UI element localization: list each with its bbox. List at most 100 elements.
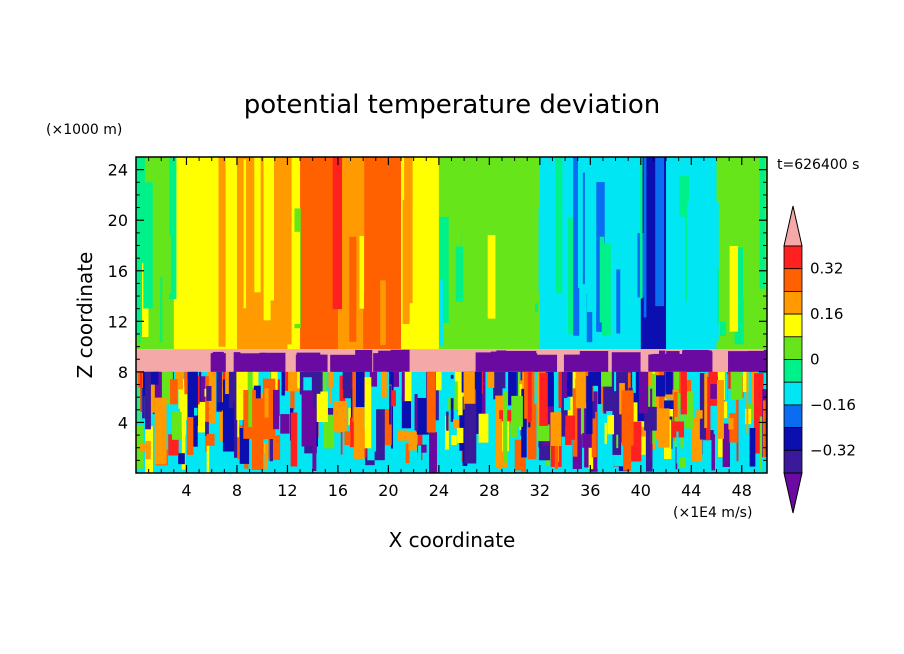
upper-streak	[587, 157, 597, 312]
x-tick-label: 24	[429, 481, 449, 500]
convective-cell	[457, 371, 463, 416]
convective-cell	[405, 443, 410, 464]
convective-cell	[290, 412, 298, 467]
convective-cell	[194, 407, 198, 416]
convective-cell	[273, 389, 280, 430]
convective-cell	[397, 430, 409, 441]
convective-cell	[710, 384, 719, 399]
upper-streak	[159, 276, 163, 343]
convective-cell	[373, 409, 385, 461]
convective-cell	[451, 435, 457, 446]
upper-streak	[424, 167, 434, 310]
convective-cell	[488, 408, 496, 456]
upper-streak	[156, 206, 161, 302]
x-tick-label: 44	[681, 481, 701, 500]
upper-streak	[143, 182, 153, 309]
convective-cell	[616, 371, 626, 392]
convective-cell	[597, 404, 603, 469]
convective-cell	[251, 398, 264, 470]
convective-cell	[753, 373, 764, 454]
convective-cell	[316, 391, 328, 422]
convective-cell	[304, 444, 317, 454]
convective-cell	[498, 418, 502, 470]
convective-cell	[416, 397, 429, 435]
upper-streak	[370, 250, 376, 329]
upper-streak	[169, 157, 177, 300]
convective-cell	[178, 453, 185, 465]
convective-cell	[742, 371, 749, 393]
convective-cell	[381, 371, 387, 399]
convective-cell	[645, 405, 653, 472]
upper-streak	[522, 243, 527, 334]
interface-layer	[136, 349, 767, 378]
convective-cell	[196, 401, 208, 433]
convective-cell	[446, 411, 449, 431]
convective-cell	[138, 443, 150, 452]
convective-cell	[607, 414, 615, 435]
colorbar-tick-label: −0.32	[810, 441, 856, 459]
convective-cell	[323, 414, 335, 449]
convective-cell	[280, 414, 290, 434]
x-tick-label: 16	[328, 481, 348, 500]
upper-streak	[527, 157, 534, 334]
convective-cell	[680, 371, 687, 415]
convective-cell	[264, 443, 268, 470]
convective-cell	[200, 376, 208, 406]
convective-cell	[352, 371, 356, 422]
convective-cell	[168, 434, 179, 456]
convective-cell	[542, 376, 554, 447]
interface-cell	[728, 351, 751, 374]
convective-cell	[671, 421, 685, 438]
convective-cell	[205, 376, 209, 453]
interface-cell	[261, 352, 286, 376]
convective-cell	[603, 371, 615, 411]
convective-cell	[314, 371, 321, 394]
convective-cell	[665, 371, 673, 395]
convective-cell	[356, 371, 365, 437]
convective-cell	[344, 431, 351, 446]
convective-cell	[676, 431, 679, 464]
convective-cell	[478, 413, 490, 443]
convective-cell	[373, 371, 386, 413]
interface-cell	[611, 352, 641, 375]
convective-cell	[349, 417, 356, 448]
upper-streak	[601, 243, 611, 337]
convective-cell	[463, 371, 475, 410]
convective-cell	[206, 433, 215, 446]
convective-cell	[390, 390, 393, 449]
convective-cell	[334, 400, 347, 433]
colorbar: 0.32 0.16 0 −0.16 −0.32	[783, 205, 856, 514]
upper-streak	[174, 210, 179, 288]
upper-streak	[324, 201, 331, 304]
convective-cell	[440, 395, 443, 456]
interface-cell	[496, 350, 507, 374]
interface-cell	[390, 349, 410, 373]
x-tick-label: 12	[277, 481, 297, 500]
convective-cell	[145, 440, 151, 460]
convective-cell	[216, 371, 222, 412]
x-tick-label: 4	[181, 481, 191, 500]
convective-cell	[248, 381, 253, 427]
colorbar-tick-label: 0.16	[810, 305, 843, 323]
convective-cell	[301, 390, 314, 447]
convective-cell	[521, 388, 527, 458]
convective-cell	[575, 371, 588, 409]
convective-cell	[707, 430, 714, 440]
convective-cell	[527, 404, 537, 460]
y-tick-label: 16	[108, 262, 128, 281]
convective-cell	[402, 371, 412, 402]
convective-cell	[550, 412, 562, 447]
convective-cell	[554, 441, 558, 469]
upper-streak	[392, 157, 399, 314]
interface-cell	[563, 354, 585, 378]
convective-cell	[747, 403, 759, 424]
colorbar-box	[783, 290, 803, 315]
upper-streak	[345, 157, 352, 335]
y-tick-label: 8	[118, 363, 128, 382]
interface-cell	[683, 349, 709, 373]
upper-streak	[555, 157, 563, 294]
convective-cell	[592, 401, 596, 419]
upper-streak	[361, 157, 365, 294]
convective-cell	[762, 400, 766, 460]
